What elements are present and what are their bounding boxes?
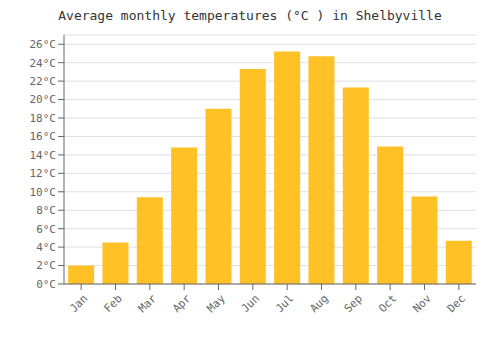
svg-text:Jul: Jul	[273, 292, 296, 315]
svg-text:6°C: 6°C	[36, 223, 56, 236]
svg-text:4°C: 4°C	[36, 241, 56, 254]
svg-text:Apr: Apr	[170, 292, 194, 316]
svg-text:Dec: Dec	[445, 292, 468, 315]
svg-text:10°C: 10°C	[30, 186, 57, 199]
svg-text:18°C: 18°C	[30, 112, 57, 125]
svg-text:26°C: 26°C	[30, 38, 57, 51]
svg-text:12°C: 12°C	[30, 167, 57, 180]
svg-text:22°C: 22°C	[30, 75, 57, 88]
svg-text:Sep: Sep	[342, 292, 365, 315]
html-text:Average monthly temperatures (: Average monthly temperatures (°C ) in Sh…	[58, 8, 442, 23]
svg-text:May: May	[204, 292, 228, 316]
svg-text:Mar: Mar	[136, 292, 160, 316]
svg-text:Aug: Aug	[307, 292, 330, 315]
svg-text:Oct: Oct	[376, 292, 399, 315]
svg-text:Feb: Feb	[101, 292, 124, 315]
svg-text:Nov: Nov	[410, 292, 434, 316]
svg-text:16°C: 16°C	[30, 130, 57, 143]
svg-text:2°C: 2°C	[36, 259, 56, 272]
svg-text:24°C: 24°C	[30, 57, 57, 70]
svg-text:20°C: 20°C	[30, 93, 57, 106]
svg-text:Jan: Jan	[67, 292, 90, 315]
svg-text:Jun: Jun	[239, 292, 262, 315]
svg-text:14°C: 14°C	[30, 149, 57, 162]
svg-text:0°C: 0°C	[36, 278, 56, 291]
svg-text:8°C: 8°C	[36, 204, 56, 217]
